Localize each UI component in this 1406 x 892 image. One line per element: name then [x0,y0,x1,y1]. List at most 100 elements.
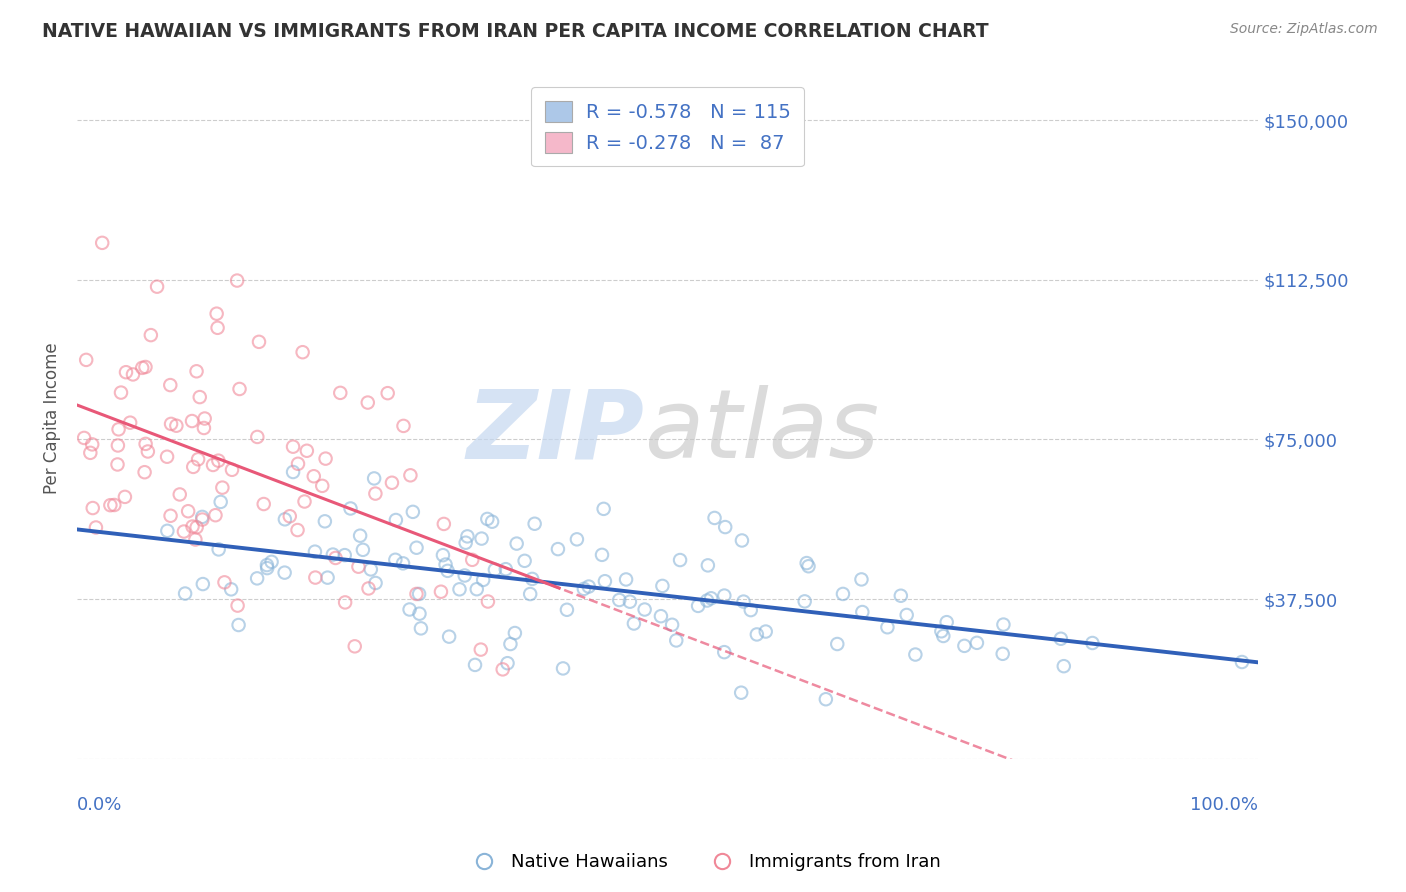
Point [392,418,415,433]
Point [432,548,454,562]
Point [146,279,169,293]
Point [226,599,249,613]
Point [360,562,382,576]
Point [471,532,494,546]
Legend: Native Hawaiians, Immigrants from Iran: Native Hawaiians, Immigrants from Iran [458,847,948,879]
Point [437,630,460,644]
Point [316,571,339,585]
Point [228,618,250,632]
Point [551,661,574,675]
Point [115,365,138,379]
Point [205,307,228,321]
Point [607,593,630,607]
Point [228,382,250,396]
Point [477,594,499,608]
Point [797,559,820,574]
Point [174,586,197,600]
Point [385,513,408,527]
Point [347,559,370,574]
Point [260,555,283,569]
Point [966,636,988,650]
Point [436,564,458,578]
Point [730,686,752,700]
Point [714,520,737,534]
Point [470,642,492,657]
Point [496,656,519,670]
Point [191,512,214,526]
Point [399,468,422,483]
Point [449,582,471,597]
Point [186,364,208,378]
Point [523,516,546,531]
Point [408,607,430,621]
Point [184,533,207,547]
Point [177,504,200,518]
Point [156,450,179,464]
Point [392,557,415,571]
Point [91,235,114,250]
Point [409,621,432,635]
Point [547,542,569,557]
Point [477,512,499,526]
Point [381,475,404,490]
Point [325,551,347,566]
Point [186,520,208,534]
Point [904,648,927,662]
Point [82,501,104,516]
Point [953,639,976,653]
Point [745,627,768,641]
Point [315,451,337,466]
Point [181,459,204,474]
Point [364,576,387,591]
Point [103,498,125,512]
Point [851,605,873,619]
Point [191,509,214,524]
Text: NATIVE HAWAIIAN VS IMMIGRANTS FROM IRAN PER CAPITA INCOME CORRELATION CHART: NATIVE HAWAIIAN VS IMMIGRANTS FROM IRAN … [42,22,988,41]
Point [572,582,595,596]
Point [1050,632,1073,646]
Point [208,542,231,557]
Point [935,615,957,629]
Point [159,378,181,392]
Point [226,274,249,288]
Point [274,512,297,526]
Text: Source: ZipAtlas.com: Source: ZipAtlas.com [1230,22,1378,37]
Point [304,544,326,558]
Point [434,558,457,572]
Point [623,616,645,631]
Point [304,571,326,585]
Point [931,624,953,639]
Point [876,620,898,634]
Point [100,498,122,512]
Point [357,582,380,596]
Point [896,607,918,622]
Point [495,562,517,576]
Point [82,437,104,451]
Point [1053,659,1076,673]
Point [84,520,107,534]
Point [740,603,762,617]
Point [731,533,754,548]
Point [513,554,536,568]
Point [713,589,735,603]
Point [465,582,488,597]
Point [204,508,226,523]
Point [377,386,399,401]
Point [522,572,544,586]
Point [696,558,718,573]
Point [314,514,336,528]
Point [136,444,159,458]
Point [993,617,1015,632]
Point [343,640,366,654]
Point [287,457,309,471]
Y-axis label: Per Capita Income: Per Capita Income [44,343,60,494]
Point [273,566,295,580]
Point [932,629,955,643]
Point [755,624,778,639]
Point [651,579,673,593]
Point [619,595,641,609]
Point [219,582,242,597]
Point [221,463,243,477]
Point [207,321,229,335]
Point [796,556,818,570]
